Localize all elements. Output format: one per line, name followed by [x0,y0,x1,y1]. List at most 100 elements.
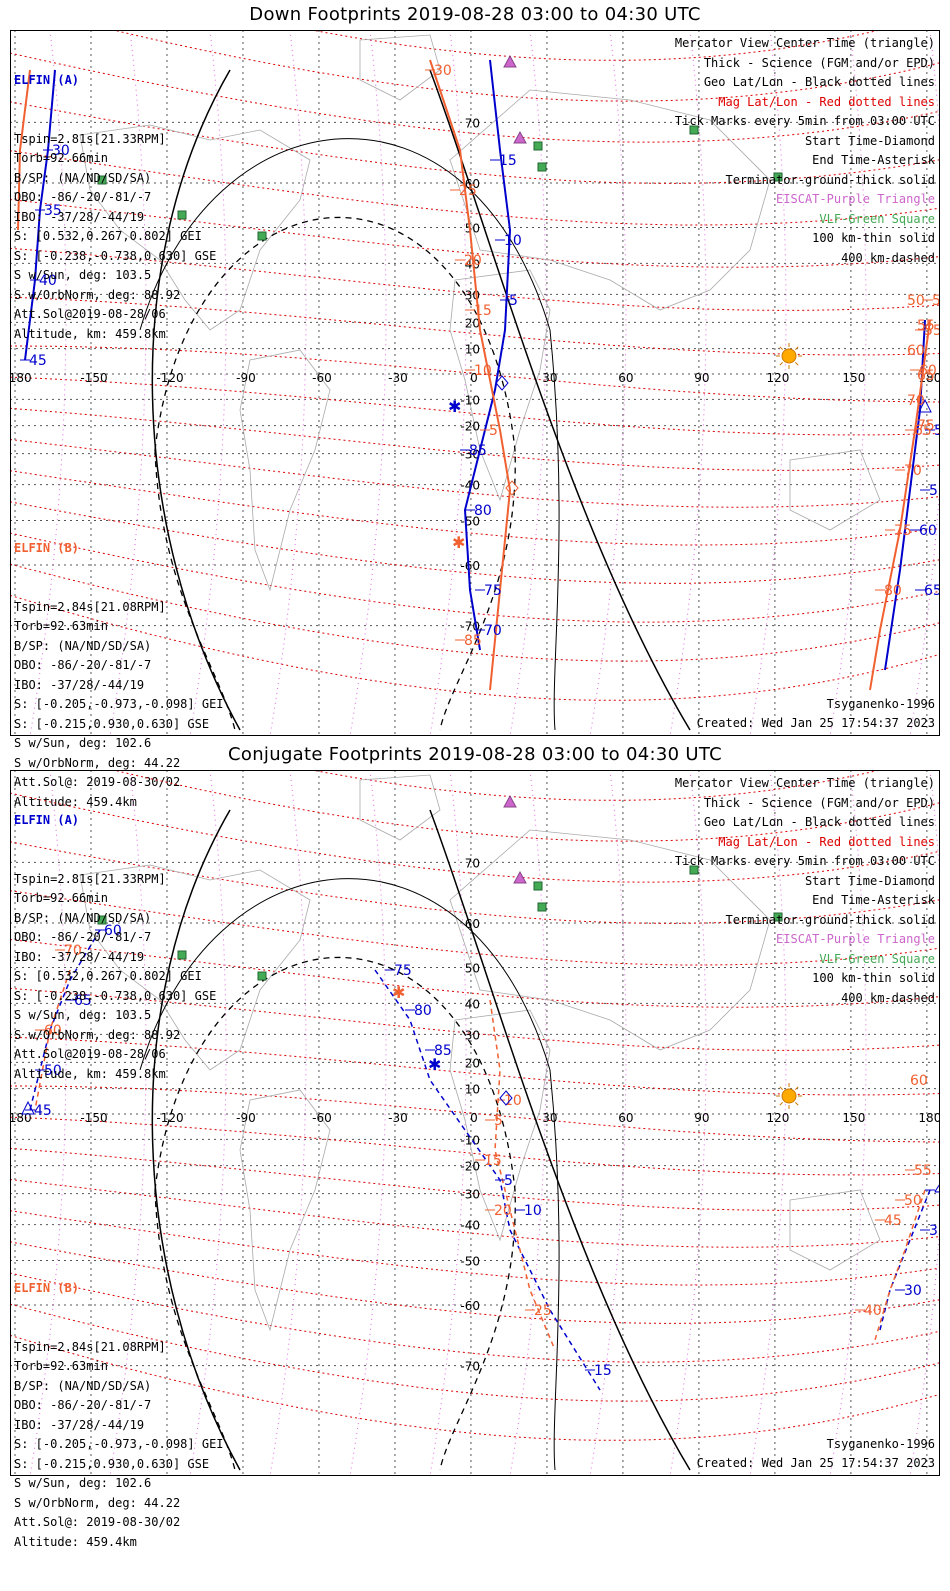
center-time-triangle [21,1100,35,1115]
elfin-b-lines: Tspin=2.84s[21.08RPM] Torb=92.63min B/SP: … [14,598,224,813]
continent-outline [449,829,771,1051]
mag-parallel [10,501,940,584]
track-tick-label: 75 [484,583,502,599]
lon-tick-label: -150 [80,1111,107,1125]
terminator-thick [429,809,691,1471]
track-tick-label: 65 [74,993,92,1009]
sun-ray [795,346,799,350]
info-line: S: [0.532,0.267,0.802] GEI [14,969,202,983]
map-legend: Mercator View Center Time (triangle) Thic… [675,34,935,268]
sun-ray [779,1102,783,1106]
elfin-b-header: ELFIN (B) [14,541,80,555]
track-tick-label: 45 [34,1103,52,1119]
elfin-b-lines: Tspin=2.84s[21.08RPM] Torb=92.63min B/SP: … [14,1338,224,1553]
elfin-a-header: ELFIN (A) [14,73,80,87]
sun-ray [779,346,783,350]
track-tick-label: 60 [44,1023,62,1039]
created-timestamp: Created: Wed Jan 25 17:54:37 2023 [696,1456,935,1470]
info-line: S: [-0.205,-0.973,-0.098] GEI [14,1437,224,1451]
mag-lat-label: 70 [907,393,925,409]
vlf-square [533,881,543,891]
continent-outline [239,349,331,592]
end-asterisk: ✱ [392,983,405,1002]
mag-parallel [10,1241,940,1324]
info-line: S: [0.532,0.267,0.802] GEI [14,229,202,243]
end-asterisk: ✱ [452,533,465,552]
legend-item: Mag Lat/Lon - Red dotted lines [718,94,935,109]
continent-outline [79,864,311,1071]
legend-item: End Time-Asterisk [812,893,935,907]
lat-tick-label: 10 [465,1083,480,1097]
track-tick-label: 15 [474,303,492,319]
info-line: Tspin=2.81s[21.33RPM] [14,131,166,146]
lon-tick-label: 120 [766,371,789,385]
info-line: Att.Sol@: 2019-08-30/02 [14,775,181,789]
elfin-a-lines: Tspin=2.81s[21.33RPM] Torb=92.66min B/SP: … [14,130,216,345]
track-tick-label: 50 [934,423,940,439]
legend-item: Geo Lat/Lon - Black dotted lines [703,815,935,829]
created-timestamp: Created: Wed Jan 25 17:54:37 2023 [696,716,935,730]
info-line: S: [-0.205,-0.973,-0.098] GEI [14,697,224,711]
info-line: Altitude: 459.4km [14,1534,137,1549]
track-tick-label: 75 [394,963,412,979]
info-line: S w/Sun, deg: 103.5 [14,1008,152,1022]
info-line: S w/OrbNorm, deg: 44.22 [14,1495,181,1510]
terminator-100km [139,138,560,731]
info-line: S w/OrbNorm, deg: 88.92 [14,1027,181,1042]
info-line: Att.Sol@2019-08-28/06 [14,307,166,321]
legend-item: Mag Lat/Lon - Red dotted lines [718,834,935,849]
track-tick-label: 40 [39,273,57,289]
vlf-square [689,125,699,135]
vlf-square [177,210,187,220]
info-line: OBO: -86/-20/-81/-7 [14,658,152,672]
lat-tick-label: -50 [460,1255,480,1269]
lat-tick-label: 20 [465,316,480,330]
mag-parallel [10,1179,940,1248]
info-line: B/SP: (NA/ND/SD/SA) [14,1378,152,1393]
start-diamond [505,480,519,496]
track-tick-label: 15 [594,1363,612,1379]
panel-title: Down Footprints 2019-08-28 03:00 to 04:3… [249,4,701,25]
info-line: Altitude, km: 459.8km [14,326,166,341]
terminator-400km [154,956,516,1471]
mag-parallel [10,407,940,471]
vlf-square [97,915,107,925]
lon-tick-label: 60 [618,371,633,385]
track-tick-label: 50 [932,293,940,309]
lat-tick-label: -10 [460,393,480,407]
mag-parallel [10,1085,940,1143]
mag-parallel [10,939,940,1008]
lon-tick-label: -90 [236,371,256,385]
track-tick-label: 85 [434,1043,452,1059]
legend-item: EISCAT-Purple Triangle [776,192,935,206]
footprint-map: -180-150-120-90-60-300306090120150180706… [10,770,940,1476]
legend-item: Start Time-Diamond [804,873,935,888]
eiscat-triangle [503,54,517,68]
legend-item: Start Time-Diamond [804,133,935,148]
track-tick-label: 60 [919,363,937,379]
footprint-map: -180-150-120-90-60-300306090120150180706… [10,30,940,736]
track-tick-label: 80 [414,1003,432,1019]
info-line: Tspin=2.84s[21.08RPM] [14,1339,166,1354]
mag-parallel [10,987,940,1051]
vlf-square [97,175,107,185]
vlf-square [689,865,699,875]
track-tick-label: 10 [474,363,492,379]
lon-tick-label: -150 [80,371,107,385]
track-tick-label: 55 [929,483,940,499]
info-line: Altitude, km: 459.8km [14,1066,166,1081]
lat-tick-label: -30 [460,448,480,462]
legend-item: Thick - Science (FGM and/or EPD) [703,55,935,70]
info-line: IBO: -37/28/-44/19 [14,949,145,964]
down-footprints-panel: Down Footprints 2019-08-28 03:00 to 04:3… [0,0,950,809]
track-tick-label: 70 [484,623,502,639]
end-asterisk: ✱ [448,397,461,416]
mag-parallel [10,199,940,268]
end-asterisk: ✱ [428,1055,441,1074]
mag-parallel [308,770,883,801]
legend-item: Terminator-ground-thick solid [725,912,935,927]
track-tick-label: 5 [494,1113,503,1129]
vlf-square [533,141,543,151]
info-line: Torb=92.66min [14,891,108,905]
track-tick-label: 55 [924,323,940,339]
